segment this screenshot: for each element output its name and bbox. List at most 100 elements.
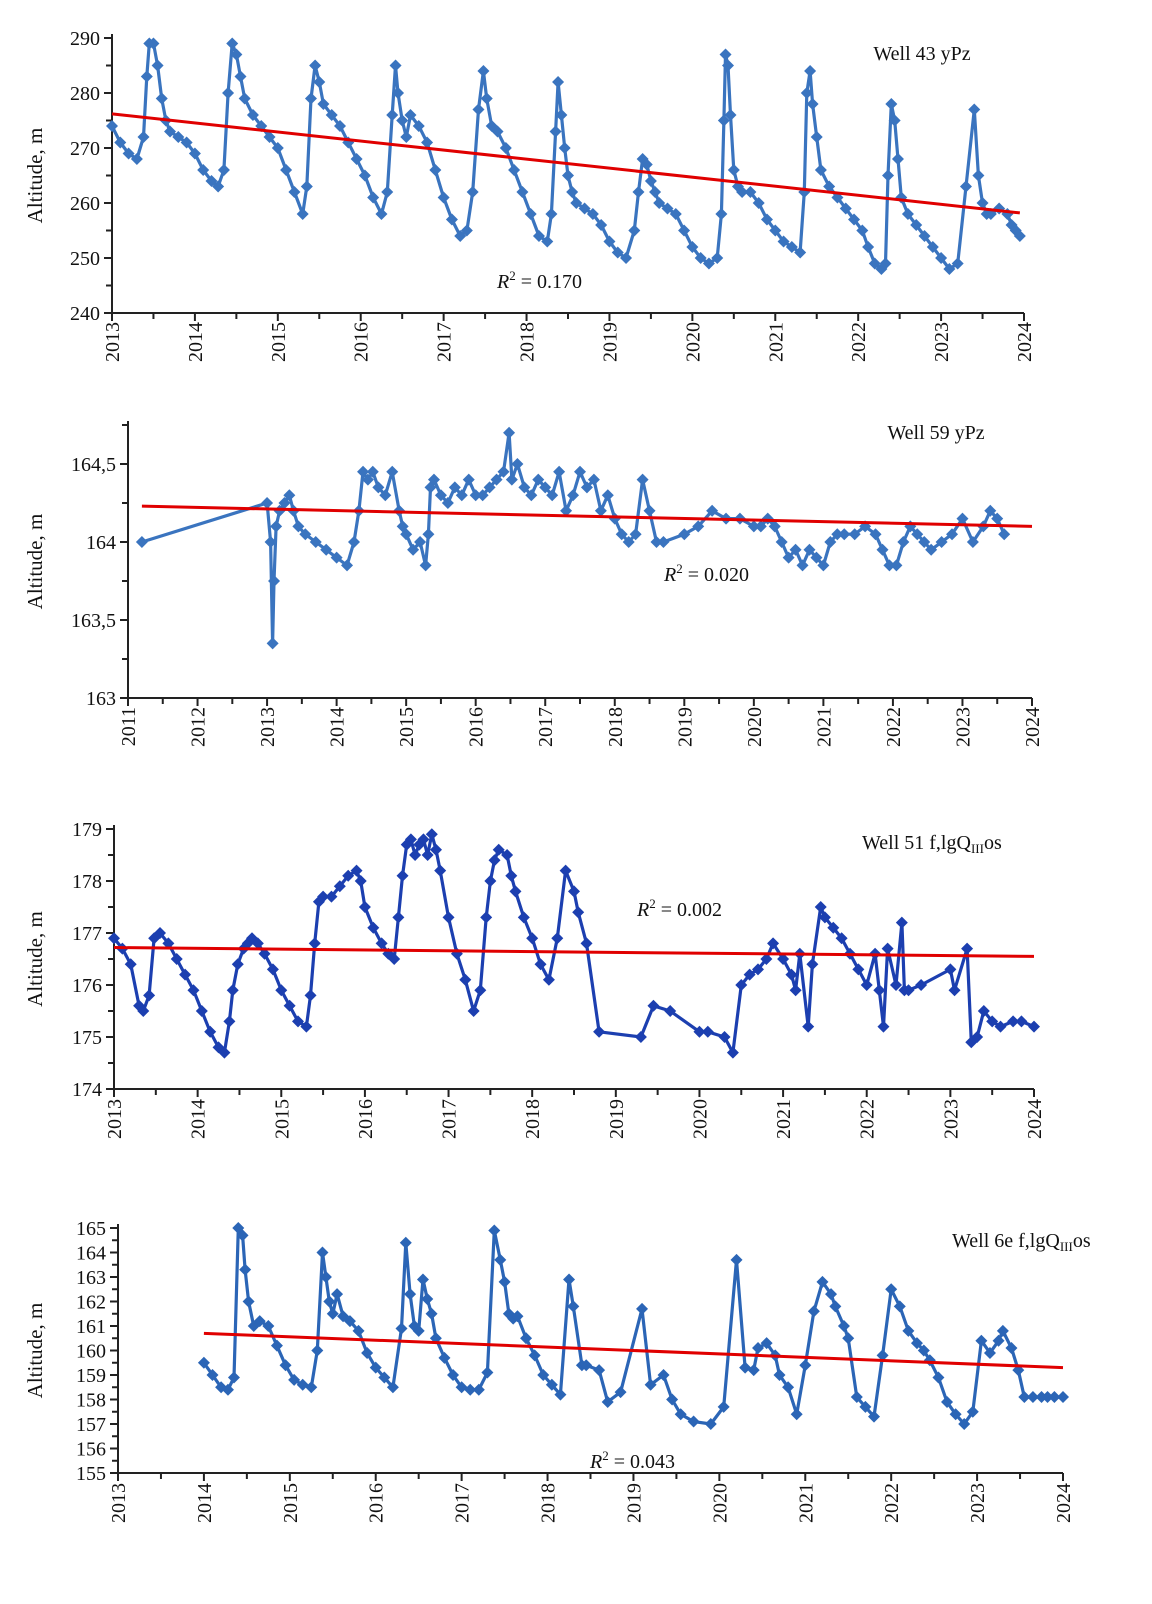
data-point-marker [124,958,137,971]
data-point-marker [396,869,409,882]
data-point-marker [724,109,737,121]
data-point-marker [785,968,798,981]
data-point-marker [361,1346,374,1359]
data-point-marker [923,1354,936,1367]
data-point-marker [620,252,633,264]
x-tick-label: 2023 [931,322,953,362]
data-point-marker [991,512,1004,525]
data-point-marker [404,1288,417,1301]
data-point-marker [180,136,193,149]
x-tick-label: 2017 [452,1483,474,1523]
data-point-marker [434,489,447,502]
data-point-marker [481,1366,494,1379]
data-point-marker [785,241,798,253]
data-point-marker [562,169,574,182]
data-point-marker [994,1020,1007,1033]
y-tick-label: 163,5 [71,610,116,632]
data-point-marker [488,1224,501,1237]
data-point-marker [218,1046,231,1059]
data-point-marker [622,536,635,548]
data-point-marker [212,180,225,193]
data-point-marker [794,246,807,259]
chart-title: Well 59 yPz [887,422,984,444]
data-point-marker [611,246,624,259]
data-point-marker [810,551,823,564]
data-point-marker [147,37,160,50]
data-point-marker [448,481,461,494]
data-point-marker [172,131,185,143]
data-point-marker [296,1378,309,1391]
data-point-marker [567,1300,580,1313]
data-point-marker [722,59,735,72]
data-point-marker [221,1383,234,1396]
data-point-marker [694,252,707,264]
x-tick-label: 2023 [952,707,974,747]
data-point-marker [1057,1391,1069,1404]
data-point-marker [309,536,322,548]
data-point-marker [137,1005,150,1017]
r-squared-label: R2 = 0.043 [589,1448,675,1473]
data-point-marker [304,989,317,1002]
data-point-marker [197,164,210,176]
data-point-marker [726,1046,739,1059]
data-point-marker [657,536,670,548]
data-point-marker [692,520,705,533]
y-axis-label: Altitude, m [23,128,47,224]
x-tick-label: 2024 [1022,707,1044,747]
x-tick-label: 2015 [268,322,290,362]
data-point-marker [890,559,903,572]
x-tick-label: 2013 [257,707,279,747]
data-point-marker [242,1295,255,1308]
x-tick-label: 2020 [744,707,766,747]
data-point-marker [279,1359,292,1372]
data-point-marker [454,230,467,242]
data-point-marker [958,1418,971,1430]
data-point-marker [312,895,325,908]
data-point-marker [998,528,1011,541]
data-point-marker [747,1364,760,1377]
data-point-marker [342,869,355,882]
data-point-marker [901,208,914,220]
data-point-marker [640,158,653,171]
data-point-marker [164,125,177,138]
data-point-marker [341,559,354,572]
data-point-marker [358,901,371,913]
data-point-marker [491,125,504,138]
data-point-marker [469,489,482,502]
data-point-marker [951,257,964,270]
data-point-marker [1005,1342,1018,1355]
data-point-marker [262,1320,275,1332]
data-point-marker [352,1324,365,1337]
data-point-marker [777,235,790,248]
data-point-marker [773,1369,786,1381]
data-point-marker [566,186,579,198]
data-point-marker [334,120,346,132]
data-point-marker [852,963,865,976]
x-tick-label: 2015 [280,1483,302,1523]
y-tick-label: 165 [76,1218,106,1240]
y-tick-label: 176 [72,975,102,997]
data-point-marker [520,1332,533,1345]
data-point-marker [935,536,948,548]
data-point-marker [476,489,489,502]
data-point-marker [806,958,819,971]
data-point-marker [580,481,593,494]
data-point-marker [236,1229,249,1242]
data-point-marker [266,637,279,650]
data-point-marker [814,901,827,913]
data-point-marker [687,1415,700,1428]
x-tick-label: 2014 [185,322,207,362]
trend-line [203,1331,1064,1370]
data-point-marker [300,1020,313,1033]
data-point-marker [518,481,531,494]
chart-panel-well-51: 174 175 176 177 178 179 2013 2014 2015 2016 2017 20… [0,790,1152,1180]
data-point-marker [508,164,521,176]
x-tick-label: 2017 [434,322,456,362]
data-point-marker [983,1346,996,1359]
data-point-marker [266,963,279,976]
data-point-marker [678,224,691,237]
data-point-marker [151,59,164,72]
data-point-marker [404,109,417,121]
data-point-marker [234,70,247,83]
